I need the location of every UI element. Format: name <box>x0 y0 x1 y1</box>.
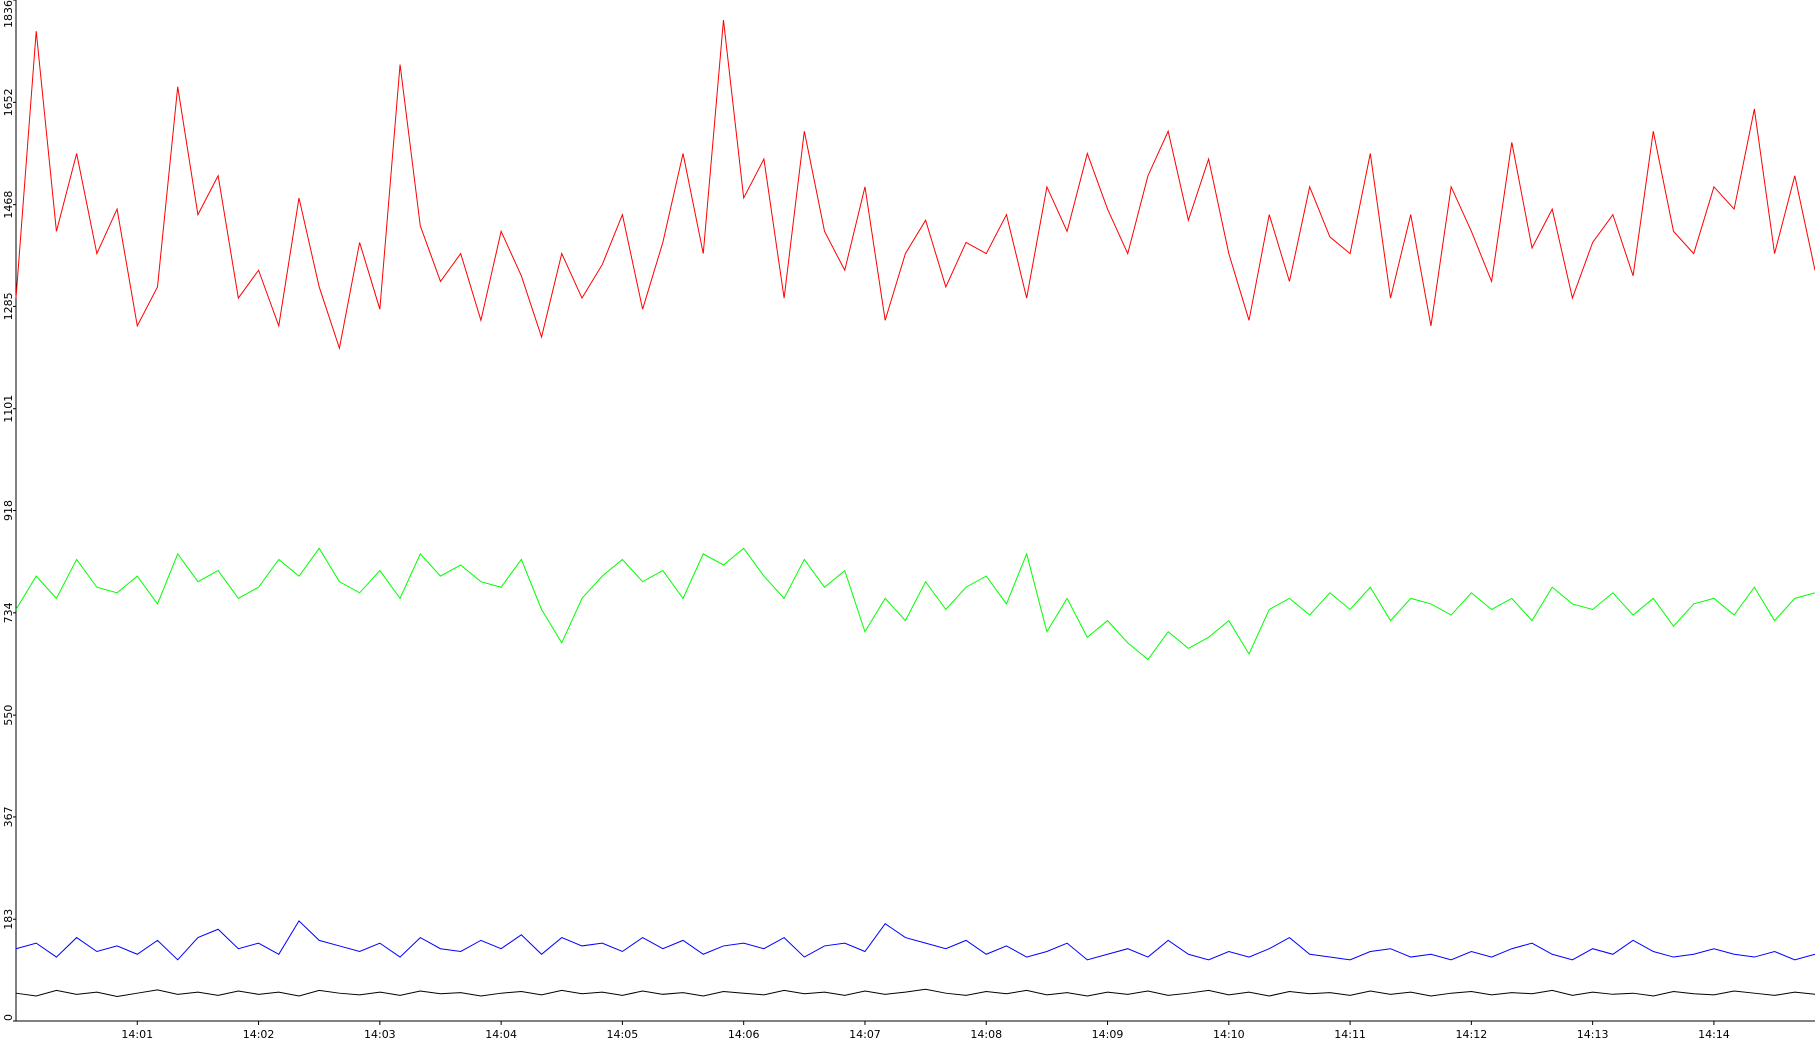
x-tick-label: 14:07 <box>849 1028 881 1039</box>
y-tick-label: 367 <box>2 806 15 827</box>
x-tick-label: 14:03 <box>364 1028 396 1039</box>
x-tick-label: 14:11 <box>1334 1028 1366 1039</box>
x-tick-label: 14:02 <box>243 1028 275 1039</box>
series-line <box>15 920 1815 961</box>
x-tick-label: 14:09 <box>1092 1028 1124 1039</box>
series-line <box>15 19 1815 351</box>
x-tick-label: 14:12 <box>1456 1028 1488 1039</box>
x-tick-label: 14:10 <box>1213 1028 1245 1039</box>
y-tick-label: 1285 <box>2 292 15 320</box>
x-tick-label: 14:06 <box>728 1028 760 1039</box>
series-line <box>15 547 1815 661</box>
series-line <box>15 988 1815 998</box>
y-tick-label: 183 <box>2 909 15 930</box>
x-tick-label: 14:05 <box>607 1028 639 1039</box>
y-tick-label: 1468 <box>2 191 15 219</box>
x-tick-label: 14:01 <box>121 1028 153 1039</box>
y-tick-label: 1101 <box>2 395 15 423</box>
x-tick-label: 14:13 <box>1577 1028 1609 1039</box>
y-tick-label: 1652 <box>2 88 15 116</box>
y-tick-label: 734 <box>2 602 15 623</box>
x-tick-label: 14:04 <box>485 1028 517 1039</box>
x-tick-label: 14:14 <box>1698 1028 1730 1039</box>
y-tick-label: 1836 <box>2 0 15 28</box>
y-tick-label: 550 <box>2 705 15 726</box>
x-tick-label: 14:08 <box>970 1028 1002 1039</box>
y-tick-label: 918 <box>2 500 15 521</box>
y-tick-label: 0 <box>2 1014 15 1021</box>
